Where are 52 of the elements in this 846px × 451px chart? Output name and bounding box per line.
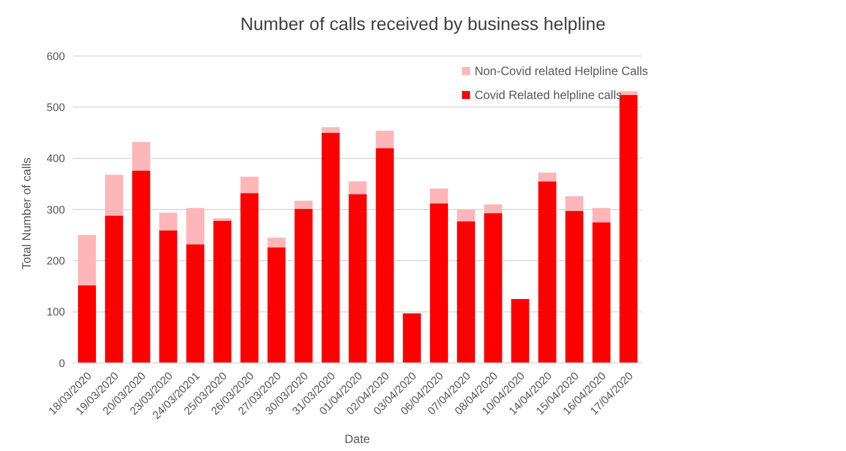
bar: [240, 176, 258, 194]
bar: [592, 208, 610, 222]
bar: [294, 208, 313, 363]
bar: [620, 91, 638, 95]
x-axis-title: Date: [344, 432, 370, 446]
bar: [322, 127, 340, 133]
bar: [376, 148, 394, 363]
bar: [78, 285, 96, 363]
bar: [186, 244, 204, 363]
y-tick-label: 0: [58, 358, 65, 370]
bar: [322, 132, 340, 363]
y-tick-label: 400: [46, 153, 65, 166]
bar: [159, 212, 178, 230]
bar: [240, 193, 258, 363]
bar: [213, 218, 232, 221]
bar: [132, 170, 150, 363]
bar: [268, 247, 286, 363]
bar: [159, 230, 178, 363]
bar: [348, 181, 367, 194]
y-axis-title: Total Number of calls: [19, 157, 34, 270]
y-tick-label: 200: [46, 256, 65, 268]
bar: [105, 216, 124, 363]
bar: [538, 172, 556, 182]
bar: [186, 208, 204, 244]
bar: [484, 204, 502, 214]
bar: [348, 194, 367, 363]
bar: [457, 210, 476, 222]
bar: [294, 200, 313, 209]
bar: [376, 130, 394, 148]
bar: [592, 222, 610, 363]
bar: [484, 213, 502, 363]
bar: [105, 174, 124, 216]
bar: [78, 235, 96, 286]
bar: [132, 142, 150, 171]
legend-label: Non-Covid related Helpline Calls: [474, 64, 648, 78]
bar: [538, 181, 556, 363]
bar: [565, 196, 584, 212]
bar: [565, 211, 584, 363]
bar: [457, 221, 476, 363]
y-tick-label: 600: [46, 50, 65, 63]
bar: [430, 203, 448, 363]
bar: [268, 238, 286, 248]
chart-title: Number of calls received by business helpline: [239, 13, 607, 36]
y-tick-label: 500: [46, 102, 65, 114]
y-tick-label: 300: [46, 204, 65, 216]
legend-label: Covid Related helpline calls: [474, 88, 622, 102]
bar: [402, 313, 421, 363]
bar: [620, 94, 638, 363]
bar: [213, 220, 232, 363]
y-tick-label: 100: [46, 306, 65, 319]
bar: [511, 299, 530, 363]
bar: [430, 188, 448, 204]
